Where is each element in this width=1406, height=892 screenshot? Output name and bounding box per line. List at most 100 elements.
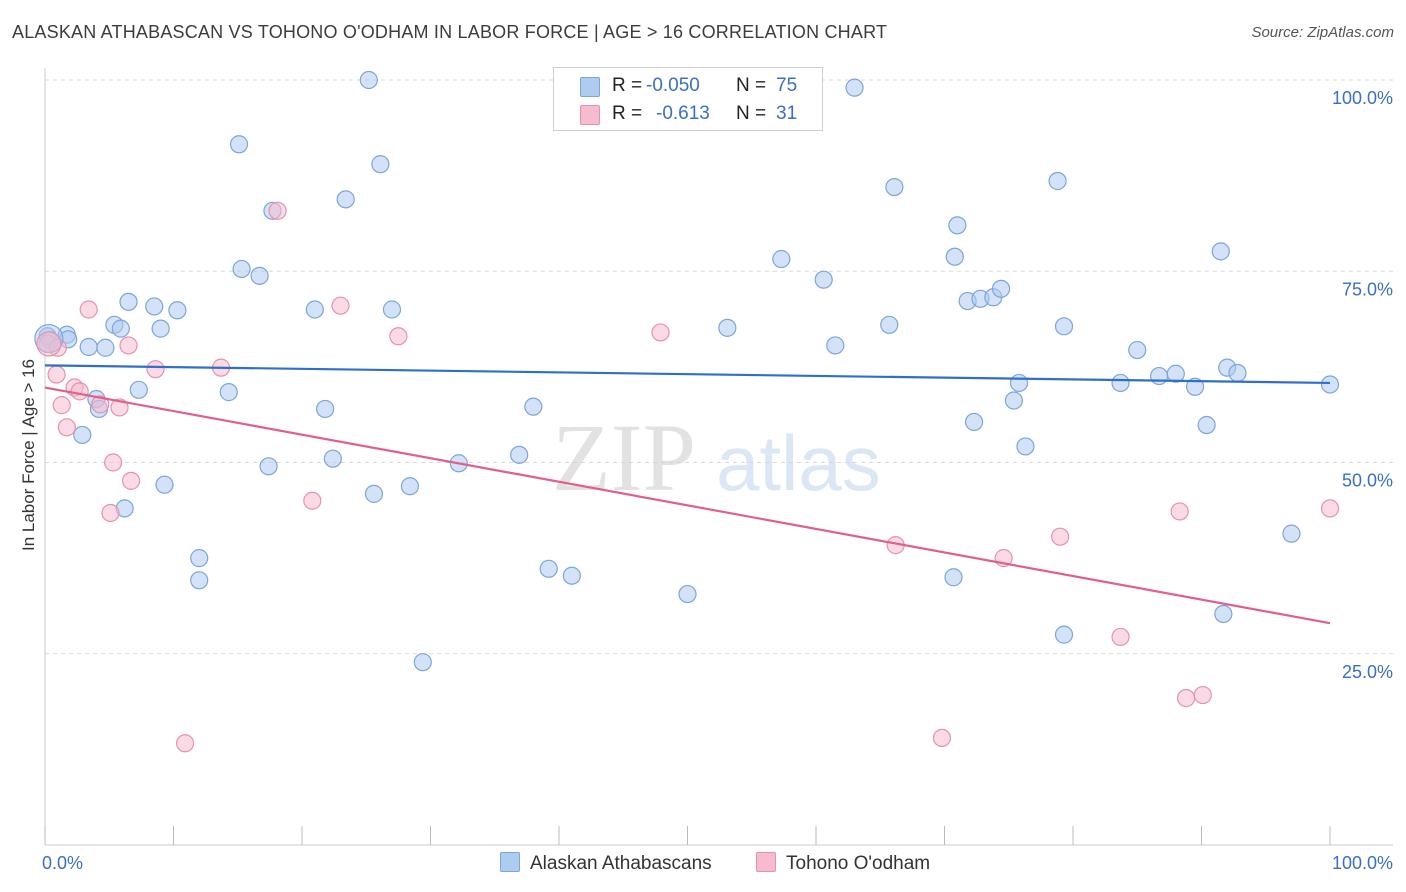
data-point-athabascan	[1128, 340, 1147, 360]
data-point-athabascan	[826, 336, 845, 355]
chart-title: ALASKAN ATHABASCAN VS TOHONO O'ODHAM IN …	[12, 22, 888, 42]
y-tick-label: 100.0%	[1332, 88, 1393, 108]
points-layer	[34, 70, 1340, 753]
data-point-tohono	[1170, 502, 1189, 521]
data-point-tohono	[175, 734, 195, 753]
data-point-athabascan	[413, 653, 432, 672]
data-point-athabascan	[1149, 366, 1169, 386]
data-point-athabascan	[336, 190, 355, 209]
x-axis-min-label: 0.0%	[42, 853, 83, 873]
data-point-athabascan	[964, 412, 984, 432]
legend-n-value: 75	[776, 75, 798, 96]
data-point-athabascan	[1282, 524, 1301, 543]
axis-layer: 25.0% 50.0% 75.0% 100.0%	[44, 68, 1393, 846]
watermark: ZIP atlas	[552, 404, 881, 511]
data-point-athabascan	[510, 445, 529, 464]
data-point-athabascan	[219, 383, 238, 402]
data-point-tohono	[121, 471, 141, 490]
bottom-legend-label: Alaskan Athabascans	[530, 853, 712, 874]
data-point-athabascan	[814, 270, 833, 289]
data-point-athabascan	[1004, 391, 1023, 410]
data-point-athabascan	[400, 477, 420, 496]
watermark-zip: ZIP	[552, 404, 696, 511]
legend-swatch-blue	[580, 77, 600, 97]
data-point-athabascan	[948, 216, 967, 235]
data-point-tohono	[70, 382, 89, 401]
data-point-athabascan	[190, 571, 209, 590]
legend-row-tohono: R = -0.613 N = 31	[554, 100, 822, 128]
legend-n-label: N =	[736, 75, 767, 96]
data-point-tohono-cluster	[36, 331, 62, 357]
data-point-tohono	[1176, 689, 1196, 708]
data-point-tohono	[389, 327, 408, 346]
data-point-tohono	[119, 336, 138, 355]
data-point-athabascan	[1054, 317, 1074, 336]
data-point-athabascan	[371, 155, 390, 174]
data-point-athabascan	[79, 337, 98, 357]
bottom-legend-swatch-pink	[756, 852, 776, 872]
trend-line-tohono	[44, 386, 1331, 625]
data-point-athabascan	[316, 399, 335, 419]
legend-row-athabascan: R = -0.050 N = 75	[554, 72, 822, 100]
data-point-athabascan	[111, 319, 130, 338]
data-point-athabascan	[945, 247, 964, 266]
data-point-tohono	[79, 300, 98, 319]
data-point-tohono	[110, 398, 129, 417]
data-point-athabascan	[1016, 437, 1035, 456]
data-point-athabascan	[382, 300, 402, 319]
data-point-athabascan	[155, 475, 174, 494]
data-point-tohono	[104, 453, 123, 472]
trend-line-athabascan	[44, 364, 1331, 385]
data-point-athabascan	[96, 338, 115, 357]
data-point-tohono	[1320, 499, 1340, 518]
data-point-athabascan	[1228, 363, 1247, 383]
data-point-tohono	[101, 503, 120, 523]
legend-r-label: R =	[612, 103, 643, 124]
data-point-athabascan	[1197, 415, 1216, 435]
data-point-athabascan	[151, 319, 170, 338]
data-point-athabascan	[364, 484, 384, 503]
data-point-athabascan	[1211, 242, 1230, 261]
legend-r-value: -0.613	[656, 103, 710, 124]
data-point-tohono	[331, 296, 350, 315]
data-point-athabascan	[772, 249, 791, 269]
grid-layer	[45, 79, 1393, 655]
data-point-tohono	[303, 491, 322, 510]
data-point-tohono	[1111, 627, 1130, 647]
data-point-athabascan	[145, 297, 164, 316]
data-point-athabascan	[359, 70, 378, 90]
data-point-tohono	[268, 201, 287, 220]
data-point-tohono	[52, 396, 71, 415]
bottom-legend-label: Tohono O'odham	[786, 853, 931, 874]
data-point-athabascan	[73, 425, 92, 445]
data-point-athabascan	[562, 566, 581, 585]
data-point-athabascan	[678, 584, 697, 604]
legend-n-value: 31	[776, 103, 798, 124]
bottom-legend-athabascan: Alaskan Athabascans	[500, 852, 712, 875]
data-point-athabascan	[190, 549, 209, 568]
data-point-athabascan	[718, 318, 737, 337]
data-point-athabascan	[944, 568, 963, 587]
data-point-tohono	[1193, 685, 1212, 705]
correlation-legend: R = -0.050 N = 75 R = -0.613 N = 31	[553, 67, 823, 131]
data-point-athabascan	[539, 559, 558, 578]
data-point-tohono	[57, 418, 76, 437]
data-point-athabascan	[168, 301, 187, 320]
data-point-athabascan	[524, 397, 543, 416]
data-point-tohono	[1051, 527, 1070, 546]
y-axis-label: In Labor Force | Age > 16	[19, 359, 38, 551]
data-point-athabascan	[880, 315, 899, 334]
y-tick-label: 25.0%	[1342, 662, 1393, 682]
data-point-athabascan	[119, 292, 138, 311]
data-point-athabascan	[1054, 625, 1074, 644]
data-point-athabascan	[259, 457, 278, 476]
data-point-athabascan	[1166, 364, 1185, 383]
data-point-athabascan	[1214, 604, 1233, 624]
bottom-legend-tohono: Tohono O'odham	[756, 852, 930, 875]
data-point-athabascan	[232, 259, 251, 279]
data-point-tohono	[146, 360, 165, 379]
legend-n-label: N =	[736, 103, 767, 124]
data-point-athabascan	[229, 135, 249, 154]
legend-swatch-pink	[580, 105, 600, 125]
